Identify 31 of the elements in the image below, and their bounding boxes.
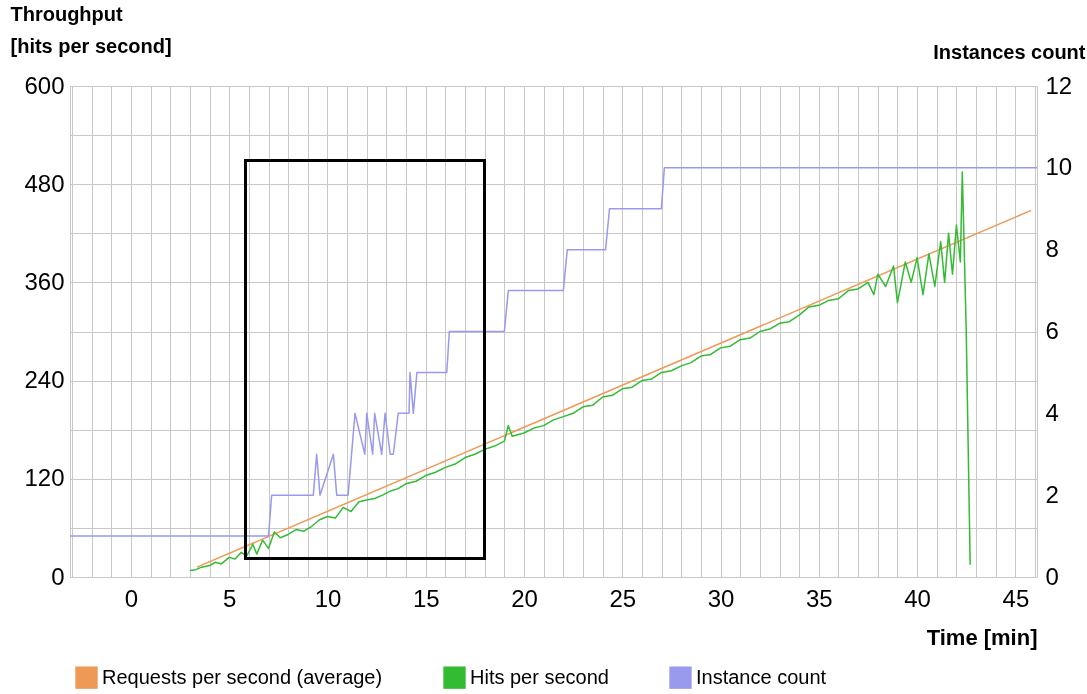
y-axis-title: Throughput [hits per second] (10, 2, 172, 57)
legend-label: Instance count (696, 665, 827, 688)
y2-tick-label: 2 (1045, 480, 1059, 508)
x-tick-label: 35 (805, 584, 833, 612)
line-series (70, 167, 1037, 537)
line-series (189, 171, 971, 572)
x-tick-label: 20 (511, 584, 538, 612)
x-axis-title: Time [min] (926, 624, 1038, 650)
x-tick-label: 40 (904, 584, 931, 612)
x-tick-label: 45 (1002, 584, 1030, 612)
x-tick-label: 25 (609, 584, 637, 612)
y-tick-label: 240 (24, 366, 65, 394)
y2-tick-label: 10 (1045, 153, 1073, 181)
y2-tick-label: 6 (1045, 317, 1059, 344)
x-tick-label: 10 (314, 584, 342, 612)
x-tick-label: 30 (707, 584, 735, 612)
y2-tick-label: 8 (1045, 235, 1059, 263)
y-tick-label: 120 (24, 464, 65, 492)
y-tick-label: 360 (24, 267, 65, 295)
y-tick-label: 480 (24, 169, 65, 197)
legend-label: Hits per second (470, 665, 609, 688)
y2-tick-label: 0 (1045, 562, 1059, 590)
y-tick-label: 0 (51, 562, 65, 590)
legend-label: Requests per second (average) (102, 665, 383, 688)
y2-tick-label: 12 (1045, 71, 1073, 99)
x-tick-label: 0 (124, 584, 139, 612)
x-tick-label: 5 (223, 584, 237, 612)
y-tick-label: 600 (24, 71, 65, 99)
y2-axis-title: Instances count (933, 40, 1086, 63)
x-tick-label: 15 (412, 584, 440, 612)
y2-tick-label: 4 (1045, 398, 1059, 426)
